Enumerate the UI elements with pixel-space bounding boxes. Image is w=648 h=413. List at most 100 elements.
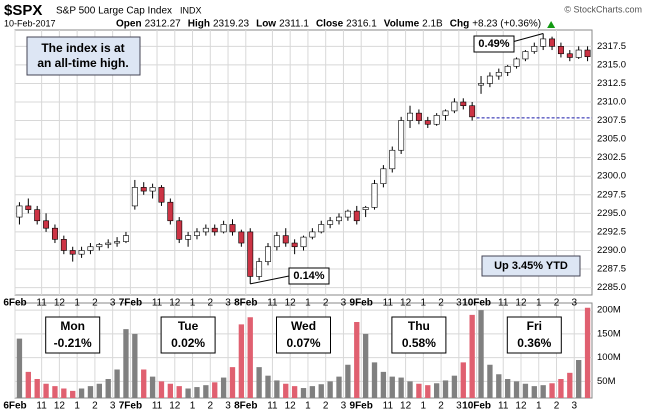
weekday: Wed — [291, 319, 316, 333]
x-tick-label: 9Feb — [350, 401, 373, 412]
volume-bar — [416, 383, 422, 398]
candle-body — [256, 261, 263, 277]
y-tick-label: 2307.5 — [597, 115, 626, 126]
x-tick-label: 1 — [74, 298, 80, 309]
candle-body — [486, 75, 493, 84]
volume-bar — [167, 383, 174, 398]
volume-bar — [176, 386, 182, 398]
volume-bar — [283, 383, 289, 398]
quote: Open 2312.27 High 2319.23 Low 2311.1 Close 2316… — [116, 19, 556, 30]
x-tick-label: 12 — [169, 298, 181, 309]
candle-body — [407, 112, 413, 121]
candle-body — [540, 38, 547, 47]
volume-bar — [425, 385, 431, 398]
candle-body — [460, 101, 467, 107]
high-pct: 0.49% — [478, 38, 509, 50]
volume-bar — [407, 381, 413, 398]
candle-body — [424, 120, 431, 125]
candle-body — [353, 210, 360, 222]
volume-bar — [194, 387, 200, 398]
volume-bar — [132, 333, 138, 398]
x-tick-label: 11 — [152, 401, 163, 412]
candle-body — [415, 112, 422, 121]
volume-bar — [522, 383, 529, 398]
x-tick-label: 8Feb — [234, 298, 257, 309]
x-tick-label: 1 — [536, 401, 542, 412]
x-tick-label: 12 — [285, 298, 297, 309]
up-arrow — [547, 21, 556, 28]
volume-bar — [291, 386, 298, 398]
note: an all-time high. — [37, 56, 128, 70]
volume-bar — [389, 376, 395, 398]
candle-body — [105, 242, 112, 245]
weekday: Thu — [408, 319, 430, 333]
y-tick-label: 2302.5 — [597, 152, 626, 163]
candle-body — [131, 187, 138, 207]
quote-value: 2316.1 — [346, 19, 377, 30]
volume-bar — [141, 369, 147, 398]
candle-body — [575, 49, 582, 58]
volume-bar — [327, 381, 333, 398]
x-tick-label: 10Feb — [462, 298, 491, 309]
volume-bar — [123, 329, 129, 398]
candle-body — [25, 205, 32, 210]
quote-value: 2311.1 — [279, 19, 309, 30]
x-tick-label: 11 — [383, 401, 394, 412]
x-tick-label: 12 — [400, 298, 412, 309]
candle-body — [149, 187, 156, 192]
x-tick-label: 11 — [36, 298, 47, 309]
weekday: Fri — [527, 319, 542, 333]
volume-bar — [496, 374, 502, 398]
x-tick-label: 7Feb — [119, 298, 142, 309]
date: 10-Feb-2017 — [4, 18, 56, 28]
candle-body — [167, 201, 174, 222]
candle-body — [265, 246, 271, 262]
volume-bar — [203, 385, 209, 398]
x-tick-label: 12 — [515, 401, 527, 412]
y-tick-label: 2315.0 — [597, 59, 626, 70]
weekday: Tue — [178, 319, 199, 333]
quote-label: High — [188, 19, 210, 30]
x-tick-label: 1 — [305, 298, 311, 309]
candle-body — [531, 46, 538, 52]
x-tick-label: 2 — [554, 401, 560, 412]
candle-body — [318, 224, 325, 233]
volume-tick-label: 50M — [597, 376, 616, 387]
x-tick-label: 12 — [54, 401, 66, 412]
candle-body — [309, 231, 316, 238]
candle-body — [327, 220, 334, 225]
candle-body — [300, 236, 307, 248]
callout-box — [288, 267, 330, 285]
x-tick-label: 3 — [225, 401, 231, 412]
x-tick-label: 3 — [456, 401, 462, 412]
x-tick-label: 3 — [456, 298, 462, 309]
volume-bar — [460, 362, 466, 398]
volume-bar — [442, 380, 449, 398]
volume-bar — [274, 380, 280, 398]
candle-body — [282, 235, 289, 244]
volume-bar — [398, 377, 404, 398]
candle-body — [34, 209, 41, 222]
volume-bar — [558, 379, 564, 398]
candle-body — [469, 105, 476, 118]
quote-label: Low — [256, 19, 276, 30]
candle-body — [78, 250, 85, 255]
volume-bar — [52, 386, 58, 398]
volume-tick-label: 200M — [597, 305, 621, 316]
volume-bar — [380, 371, 387, 398]
y-tick-label: 2290.0 — [597, 245, 626, 256]
x-tick-label: 12 — [515, 298, 527, 309]
x-tick-label: 3 — [110, 401, 116, 412]
x-tick-label: 11 — [498, 298, 509, 309]
volume-bar — [25, 371, 31, 398]
exchange: INDX — [180, 5, 202, 15]
volume-bar — [451, 375, 458, 398]
volume-bar — [513, 381, 520, 398]
volume-bar — [220, 377, 227, 398]
candle-body — [140, 187, 147, 192]
volume-bar — [149, 376, 156, 398]
day-change: 0.58% — [402, 336, 436, 350]
volume-bar — [505, 379, 511, 398]
day-box — [391, 316, 447, 354]
volume-bar — [229, 367, 236, 398]
